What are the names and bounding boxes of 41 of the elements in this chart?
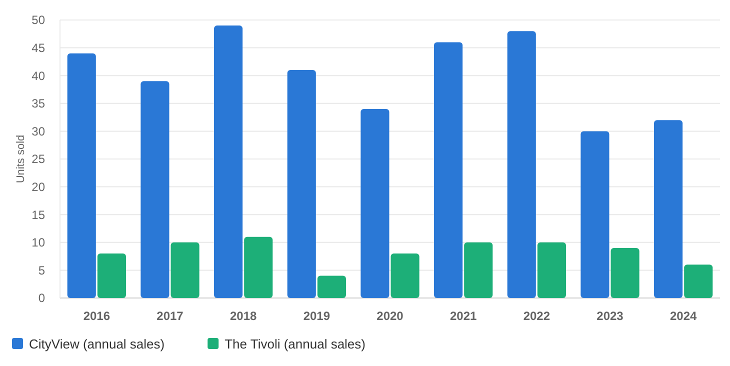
x-tick-label: 2016 (83, 309, 110, 323)
bar (654, 120, 683, 298)
bar (214, 26, 243, 298)
legend-label: CityView (annual sales) (29, 336, 165, 352)
bar (434, 42, 463, 298)
bar (610, 248, 640, 298)
bar (684, 264, 713, 298)
x-tick-label: 2021 (450, 309, 478, 323)
y-tick-label: 10 (32, 236, 46, 250)
x-tick-label: 2018 (230, 309, 258, 323)
bar (97, 254, 126, 298)
bar (390, 254, 420, 298)
x-tick-label: 2023 (596, 309, 624, 323)
legend-label: The Tivoli (annual sales) (224, 336, 366, 352)
bar (67, 53, 96, 298)
bar (140, 81, 170, 298)
bar (464, 242, 493, 298)
x-tick-label: 2024 (670, 309, 698, 323)
y-tick-label: 35 (32, 96, 46, 111)
bar (360, 108, 390, 298)
bar (170, 242, 200, 298)
y-tick-label: 50 (32, 13, 46, 28)
y-tick-label: 15 (32, 208, 46, 222)
y-tick-label: 30 (32, 124, 46, 138)
x-tick-label: 2017 (156, 309, 184, 323)
bar (537, 242, 566, 298)
bar (244, 236, 273, 298)
bar (317, 276, 346, 298)
x-tick-label: 2022 (523, 309, 550, 323)
y-tick-label: 25 (32, 152, 46, 166)
y-tick-label: 20 (32, 180, 46, 194)
bar (287, 70, 316, 298)
y-axis-title: Units sold (15, 134, 27, 184)
bar (507, 31, 536, 298)
x-tick-label: 2019 (303, 309, 330, 323)
bar (580, 131, 610, 298)
y-tick-label: 45 (32, 41, 46, 55)
x-tick-label: 2020 (376, 309, 404, 323)
y-tick-label: 5 (38, 263, 46, 278)
y-tick-label: 40 (32, 68, 46, 83)
y-tick-label: 0 (38, 291, 46, 306)
